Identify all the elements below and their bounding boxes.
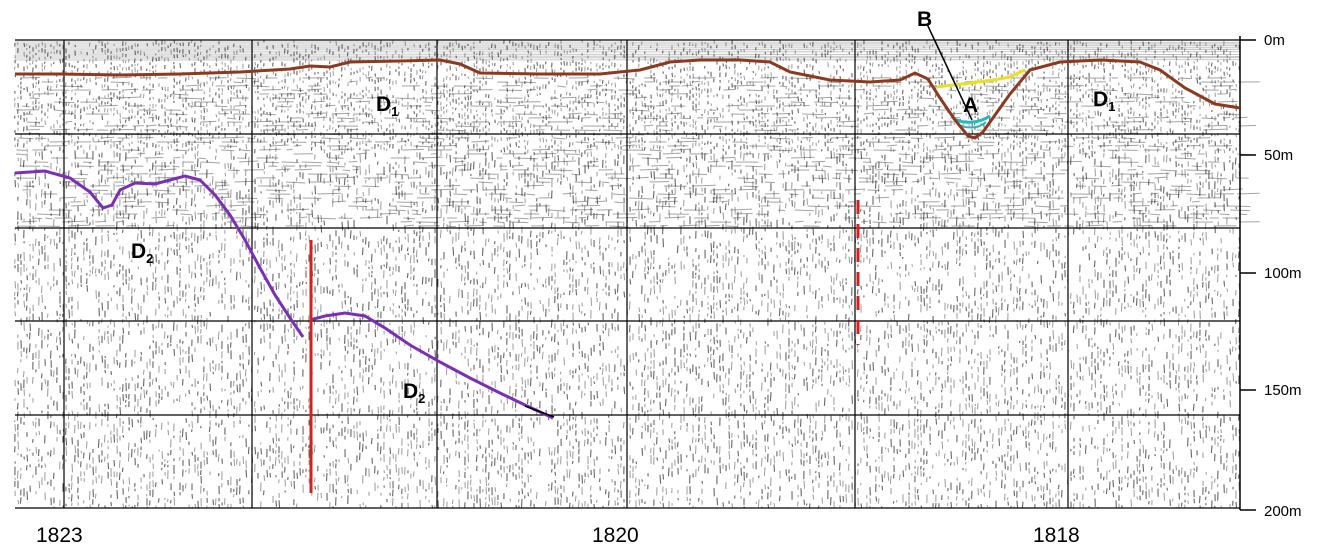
unit-label-sub: 2 (418, 391, 425, 406)
seafloor-horizon (15, 58, 1241, 140)
unit-label-d1-right: D1 (1093, 88, 1115, 114)
unit-label-d1-left: D1 (376, 93, 398, 119)
label-b-leader (926, 23, 973, 121)
unit-label-a: A (963, 94, 978, 117)
unit-b-fill-top (936, 68, 1026, 89)
unit-label-d2-upper: D2 (131, 240, 153, 266)
depth-tick-label: 200m (1264, 503, 1302, 520)
unit-label-main: D (403, 380, 418, 403)
unit-label-main: D (376, 93, 391, 116)
unit-label-main: D (1093, 88, 1108, 111)
depth-tick-label: 0m (1264, 32, 1285, 49)
d2-horizon-upper (14, 169, 305, 338)
shot-point-label: 1823 (36, 524, 83, 545)
unit-label-sub: 2 (146, 251, 153, 266)
d2-horizon-lower-tail (524, 405, 555, 418)
unit-label-sub: 1 (391, 104, 398, 119)
depth-tick-label: 50m (1264, 147, 1293, 164)
grid-lines (15, 39, 1240, 509)
seismic-reflection-texture (13, 39, 1260, 509)
depth-axis: 0m 50m 100m 150m 200m (1239, 32, 1302, 520)
depth-tick-label: 100m (1264, 265, 1302, 282)
unit-label-sub: 1 (1108, 99, 1115, 114)
shot-point-label: 1820 (592, 524, 639, 545)
seismic-trace (15, 76, 1260, 228)
depth-tick-label: 150m (1264, 382, 1302, 399)
unit-label-main: D (131, 240, 146, 263)
shot-point-label: 1818 (1033, 524, 1080, 545)
unit-label-b: B (917, 8, 932, 31)
d2-horizon-lower (309, 311, 554, 420)
unit-label-d2-lower: D2 (403, 380, 425, 406)
